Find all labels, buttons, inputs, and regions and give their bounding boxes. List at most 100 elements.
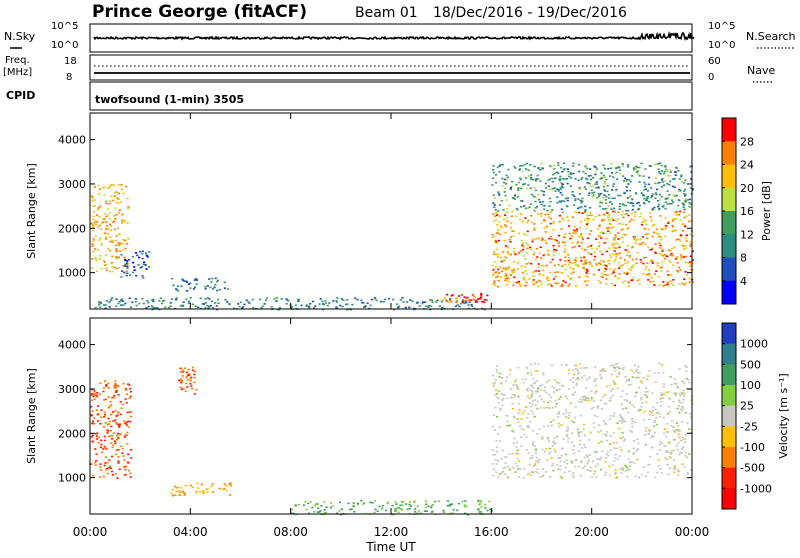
data-point [655,163,658,166]
data-point [683,201,686,203]
data-point [632,440,635,442]
data-point [517,189,520,192]
data-point [667,391,671,393]
data-point [593,165,596,168]
data-point [501,185,504,187]
data-point [681,230,685,232]
data-point [505,380,508,382]
data-point [554,282,557,284]
data-point [636,458,639,461]
data-point [381,504,384,507]
data-point [144,264,147,266]
data-point [552,164,556,167]
data-point [92,215,95,218]
data-point [552,463,555,465]
data-point [94,464,97,466]
data-point [320,505,323,507]
data-point [103,231,106,234]
data-point [609,364,612,367]
colorbar-swatch [722,385,736,407]
data-point [503,256,506,258]
data-point [555,282,558,285]
data-point [658,162,661,165]
data-point [501,399,504,401]
data-point [549,235,553,238]
data-point [612,415,616,417]
data-point [116,385,119,387]
data-point [115,214,118,216]
data-point [93,417,96,419]
data-point [518,284,522,286]
data-point [681,391,684,394]
data-point [536,174,539,177]
data-point [110,413,113,416]
data-point [620,449,623,451]
data-point [631,258,634,261]
data-point [473,295,476,298]
data-point [621,175,625,177]
data-point [111,446,114,449]
data-point [555,402,558,405]
data-point [633,236,637,238]
data-point [196,279,199,281]
data-point [552,469,555,472]
data-point [572,476,575,479]
data-point [263,303,266,305]
data-point [543,204,546,207]
data-point [617,238,620,240]
data-point [531,443,534,445]
data-point [678,430,681,432]
data-point [635,258,638,260]
data-point [541,448,544,451]
data-point [640,261,643,264]
data-point [526,221,529,224]
data-point [649,212,652,214]
data-point [560,185,563,187]
data-point [538,395,542,397]
data-point [683,395,686,397]
data-point [670,282,673,284]
data-point [419,512,422,515]
data-point [606,385,609,388]
data-point [493,429,496,431]
data-point [682,203,685,205]
data-point [584,210,587,212]
data-point [668,441,671,443]
data-point [512,284,515,287]
data-point [103,304,106,306]
data-point [171,277,174,280]
data-point [686,199,689,201]
data-point [124,398,127,400]
data-point [417,510,420,512]
data-point [599,399,602,402]
data-point [559,460,562,463]
data-point [583,256,586,259]
data-point [666,203,669,205]
data-point [189,297,192,299]
data-point [314,503,317,505]
data-point [682,389,685,392]
data-point [635,391,638,394]
data-point [113,215,116,217]
data-point [668,259,671,262]
data-point [583,423,586,426]
data-point [581,212,584,214]
data-point [518,169,521,171]
data-point [561,211,564,214]
data-point [602,164,605,166]
data-point [514,215,518,218]
data-point [630,212,633,215]
data-point [156,306,159,309]
data-point [598,195,601,197]
data-point [373,511,376,514]
data-point [510,185,513,188]
data-point [610,217,613,220]
data-point [131,255,135,258]
data-point [613,242,616,245]
data-point [646,390,650,393]
data-point [584,205,587,208]
data-point [624,234,627,236]
data-point [666,283,669,286]
data-point [363,306,367,308]
data-point [588,439,591,441]
